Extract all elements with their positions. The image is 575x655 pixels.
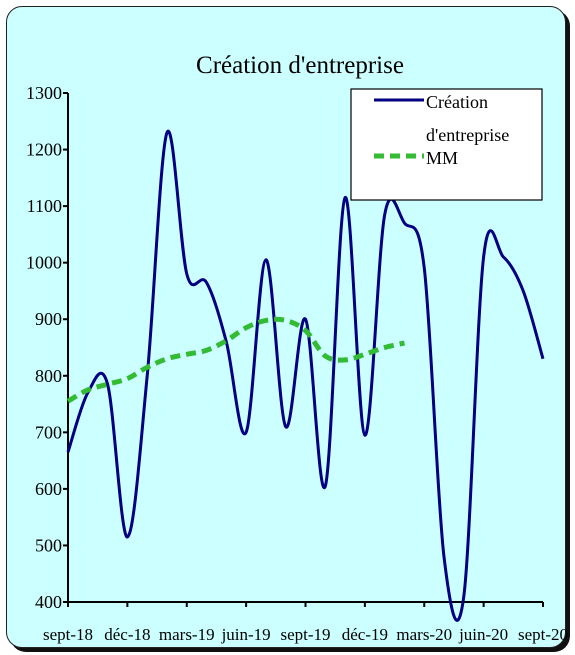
x-tick-label: juin-19 bbox=[221, 625, 271, 644]
y-tick-label: 1000 bbox=[26, 253, 62, 273]
y-axis-ticks: 400 500 600 700 800 900 1000 1100 1200 1300 bbox=[26, 83, 68, 612]
y-tick-label: 400 bbox=[35, 592, 62, 612]
y-tick-label: 500 bbox=[35, 535, 62, 555]
x-tick-label: sept-19 bbox=[280, 625, 330, 644]
x-tick-label: mars-19 bbox=[159, 625, 215, 644]
y-tick-label: 1300 bbox=[26, 83, 62, 103]
legend-label-creation-line2: d'entreprise bbox=[426, 125, 509, 145]
legend-label-mm: MM bbox=[426, 148, 458, 168]
x-tick-label: déc-19 bbox=[342, 625, 388, 644]
y-tick-label: 900 bbox=[35, 309, 62, 329]
y-tick-label: 1200 bbox=[26, 140, 62, 160]
legend-label-creation-line1: Création bbox=[426, 92, 488, 112]
y-tick-label: 1100 bbox=[27, 196, 62, 216]
y-tick-label: 800 bbox=[35, 366, 62, 386]
y-tick-label: 700 bbox=[35, 422, 62, 442]
x-axis-ticks: sept-18 déc-18 mars-19 juin-19 sept-19 déc-19… bbox=[43, 602, 568, 644]
y-tick-label: 600 bbox=[35, 479, 62, 499]
legend: Création d'entreprise MM bbox=[350, 88, 543, 201]
series-line-mm bbox=[66, 316, 406, 404]
x-tick-label: sept-18 bbox=[43, 625, 93, 644]
x-tick-label: déc-18 bbox=[104, 625, 150, 644]
x-tick-label: mars-20 bbox=[396, 625, 452, 644]
series-line-creation bbox=[66, 129, 545, 622]
legend-box bbox=[350, 88, 543, 201]
chart-title: Création d'entreprise bbox=[196, 52, 404, 79]
x-tick-label: juin-20 bbox=[458, 625, 508, 644]
series-layer bbox=[66, 129, 545, 622]
x-tick-label: sept-20 bbox=[518, 625, 568, 644]
